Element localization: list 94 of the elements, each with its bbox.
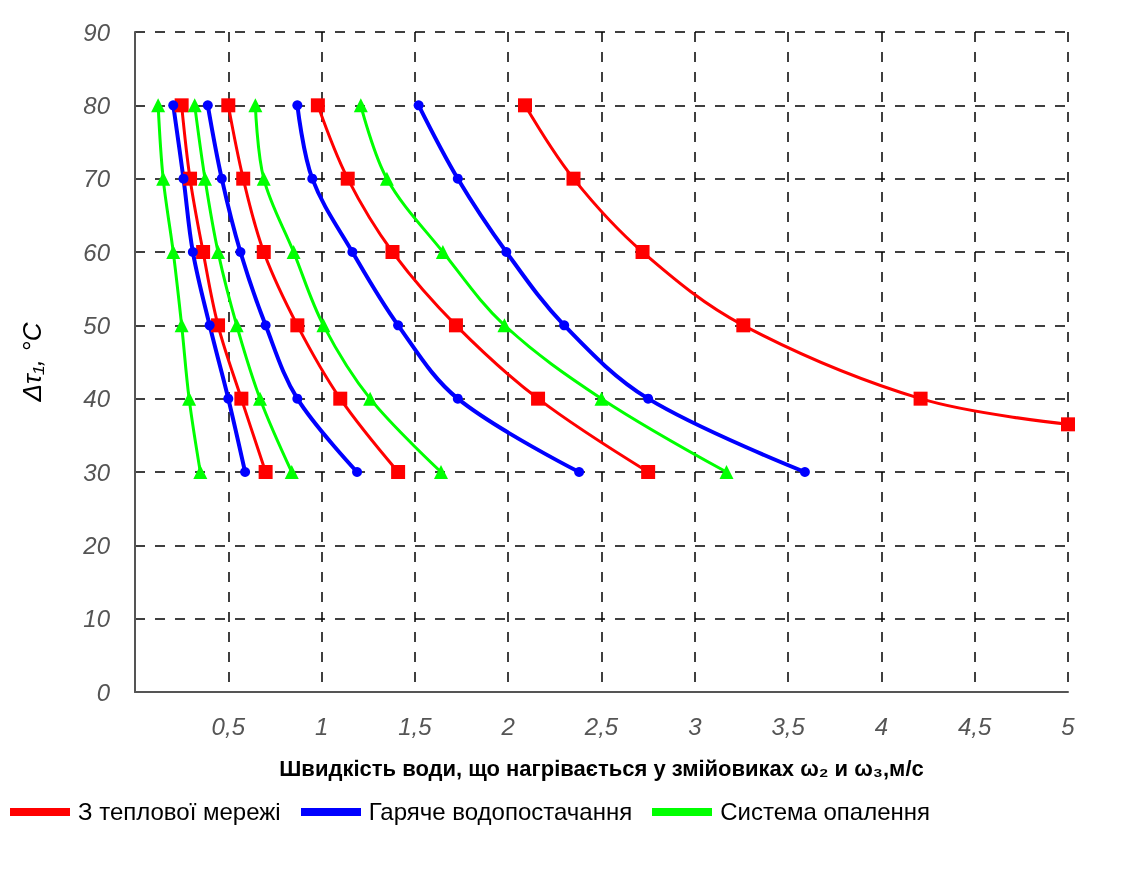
point xyxy=(211,245,226,259)
point xyxy=(643,393,654,404)
y-axis-title: Δτ₁, °C xyxy=(17,322,47,403)
x-tick-label: 2,5 xyxy=(583,712,619,740)
point xyxy=(531,391,546,406)
x-tick-label: 5 xyxy=(1061,712,1076,740)
point xyxy=(363,391,378,406)
point xyxy=(799,467,810,477)
x-tick-label: 1 xyxy=(314,712,329,740)
point xyxy=(347,247,358,257)
point xyxy=(379,171,394,186)
point xyxy=(307,173,318,184)
legend-label: З теплової мережі xyxy=(78,798,281,826)
point xyxy=(448,318,463,333)
point xyxy=(292,100,303,111)
point xyxy=(182,391,197,406)
point xyxy=(253,391,268,406)
point xyxy=(258,465,273,479)
x-tick-label: 4,5 xyxy=(958,712,993,740)
point xyxy=(196,245,211,259)
y-tick-label: 80 xyxy=(83,91,111,119)
point xyxy=(151,98,166,113)
point xyxy=(574,467,585,477)
point xyxy=(497,318,512,333)
point xyxy=(256,171,271,186)
y-tick-label: 70 xyxy=(83,165,111,193)
x-tick-label: 4 xyxy=(874,712,889,740)
point xyxy=(234,391,249,406)
point xyxy=(240,467,251,477)
point xyxy=(413,100,424,111)
point xyxy=(352,467,363,477)
y-tick-label: 90 xyxy=(83,18,111,46)
y-tick-label: 30 xyxy=(83,458,111,486)
point xyxy=(216,173,227,184)
point xyxy=(256,245,271,259)
point xyxy=(434,465,449,479)
point xyxy=(385,245,400,259)
x-tick-label: 1,5 xyxy=(398,712,433,740)
point xyxy=(229,318,244,333)
point xyxy=(174,318,189,333)
point xyxy=(736,318,751,333)
point xyxy=(156,171,171,186)
y-tick-label: 40 xyxy=(83,385,111,413)
point xyxy=(260,320,271,331)
point xyxy=(1061,417,1075,432)
point xyxy=(223,393,234,404)
y-tick-label: 20 xyxy=(82,531,111,559)
point xyxy=(391,465,406,479)
point xyxy=(187,98,202,113)
point xyxy=(202,100,213,111)
legend-label: Система опалення xyxy=(720,798,931,826)
point xyxy=(501,247,512,257)
point xyxy=(393,320,404,331)
point xyxy=(452,173,463,184)
y-tick-label: 0 xyxy=(96,678,111,706)
point xyxy=(204,320,215,331)
point xyxy=(178,173,189,184)
x-tick-label: 3 xyxy=(688,712,703,740)
point xyxy=(236,171,251,186)
point xyxy=(286,245,301,259)
point xyxy=(340,171,355,186)
point xyxy=(452,393,463,404)
point xyxy=(566,171,581,186)
point xyxy=(292,393,303,404)
point xyxy=(559,320,570,331)
point xyxy=(197,171,212,186)
point xyxy=(248,98,263,113)
point xyxy=(235,247,246,257)
x-tick-label: 3,5 xyxy=(771,712,806,740)
point xyxy=(635,245,650,259)
x-tick-label: 0,5 xyxy=(211,712,246,740)
point xyxy=(517,98,532,113)
point xyxy=(594,391,609,406)
point xyxy=(193,465,208,479)
y-tick-label: 50 xyxy=(83,311,111,339)
y-tick-label: 60 xyxy=(83,238,111,266)
point xyxy=(221,98,236,113)
x-tick-label: 2 xyxy=(500,712,515,740)
point xyxy=(284,465,299,479)
point xyxy=(719,465,734,479)
legend-label: Гаряче водопостачання xyxy=(368,798,633,826)
point xyxy=(641,465,656,479)
y-tick-label: 10 xyxy=(83,605,111,633)
point xyxy=(316,318,331,333)
point xyxy=(435,245,450,259)
point xyxy=(187,247,198,257)
point xyxy=(913,391,928,406)
point xyxy=(310,98,325,113)
point xyxy=(333,391,348,406)
point xyxy=(290,318,305,333)
x-axis-title: Швидкість води, що нагрівається у змійовиках ω₂ и ω₃,м/с xyxy=(279,755,924,781)
point xyxy=(168,100,179,111)
point xyxy=(353,98,368,113)
point xyxy=(166,245,181,259)
